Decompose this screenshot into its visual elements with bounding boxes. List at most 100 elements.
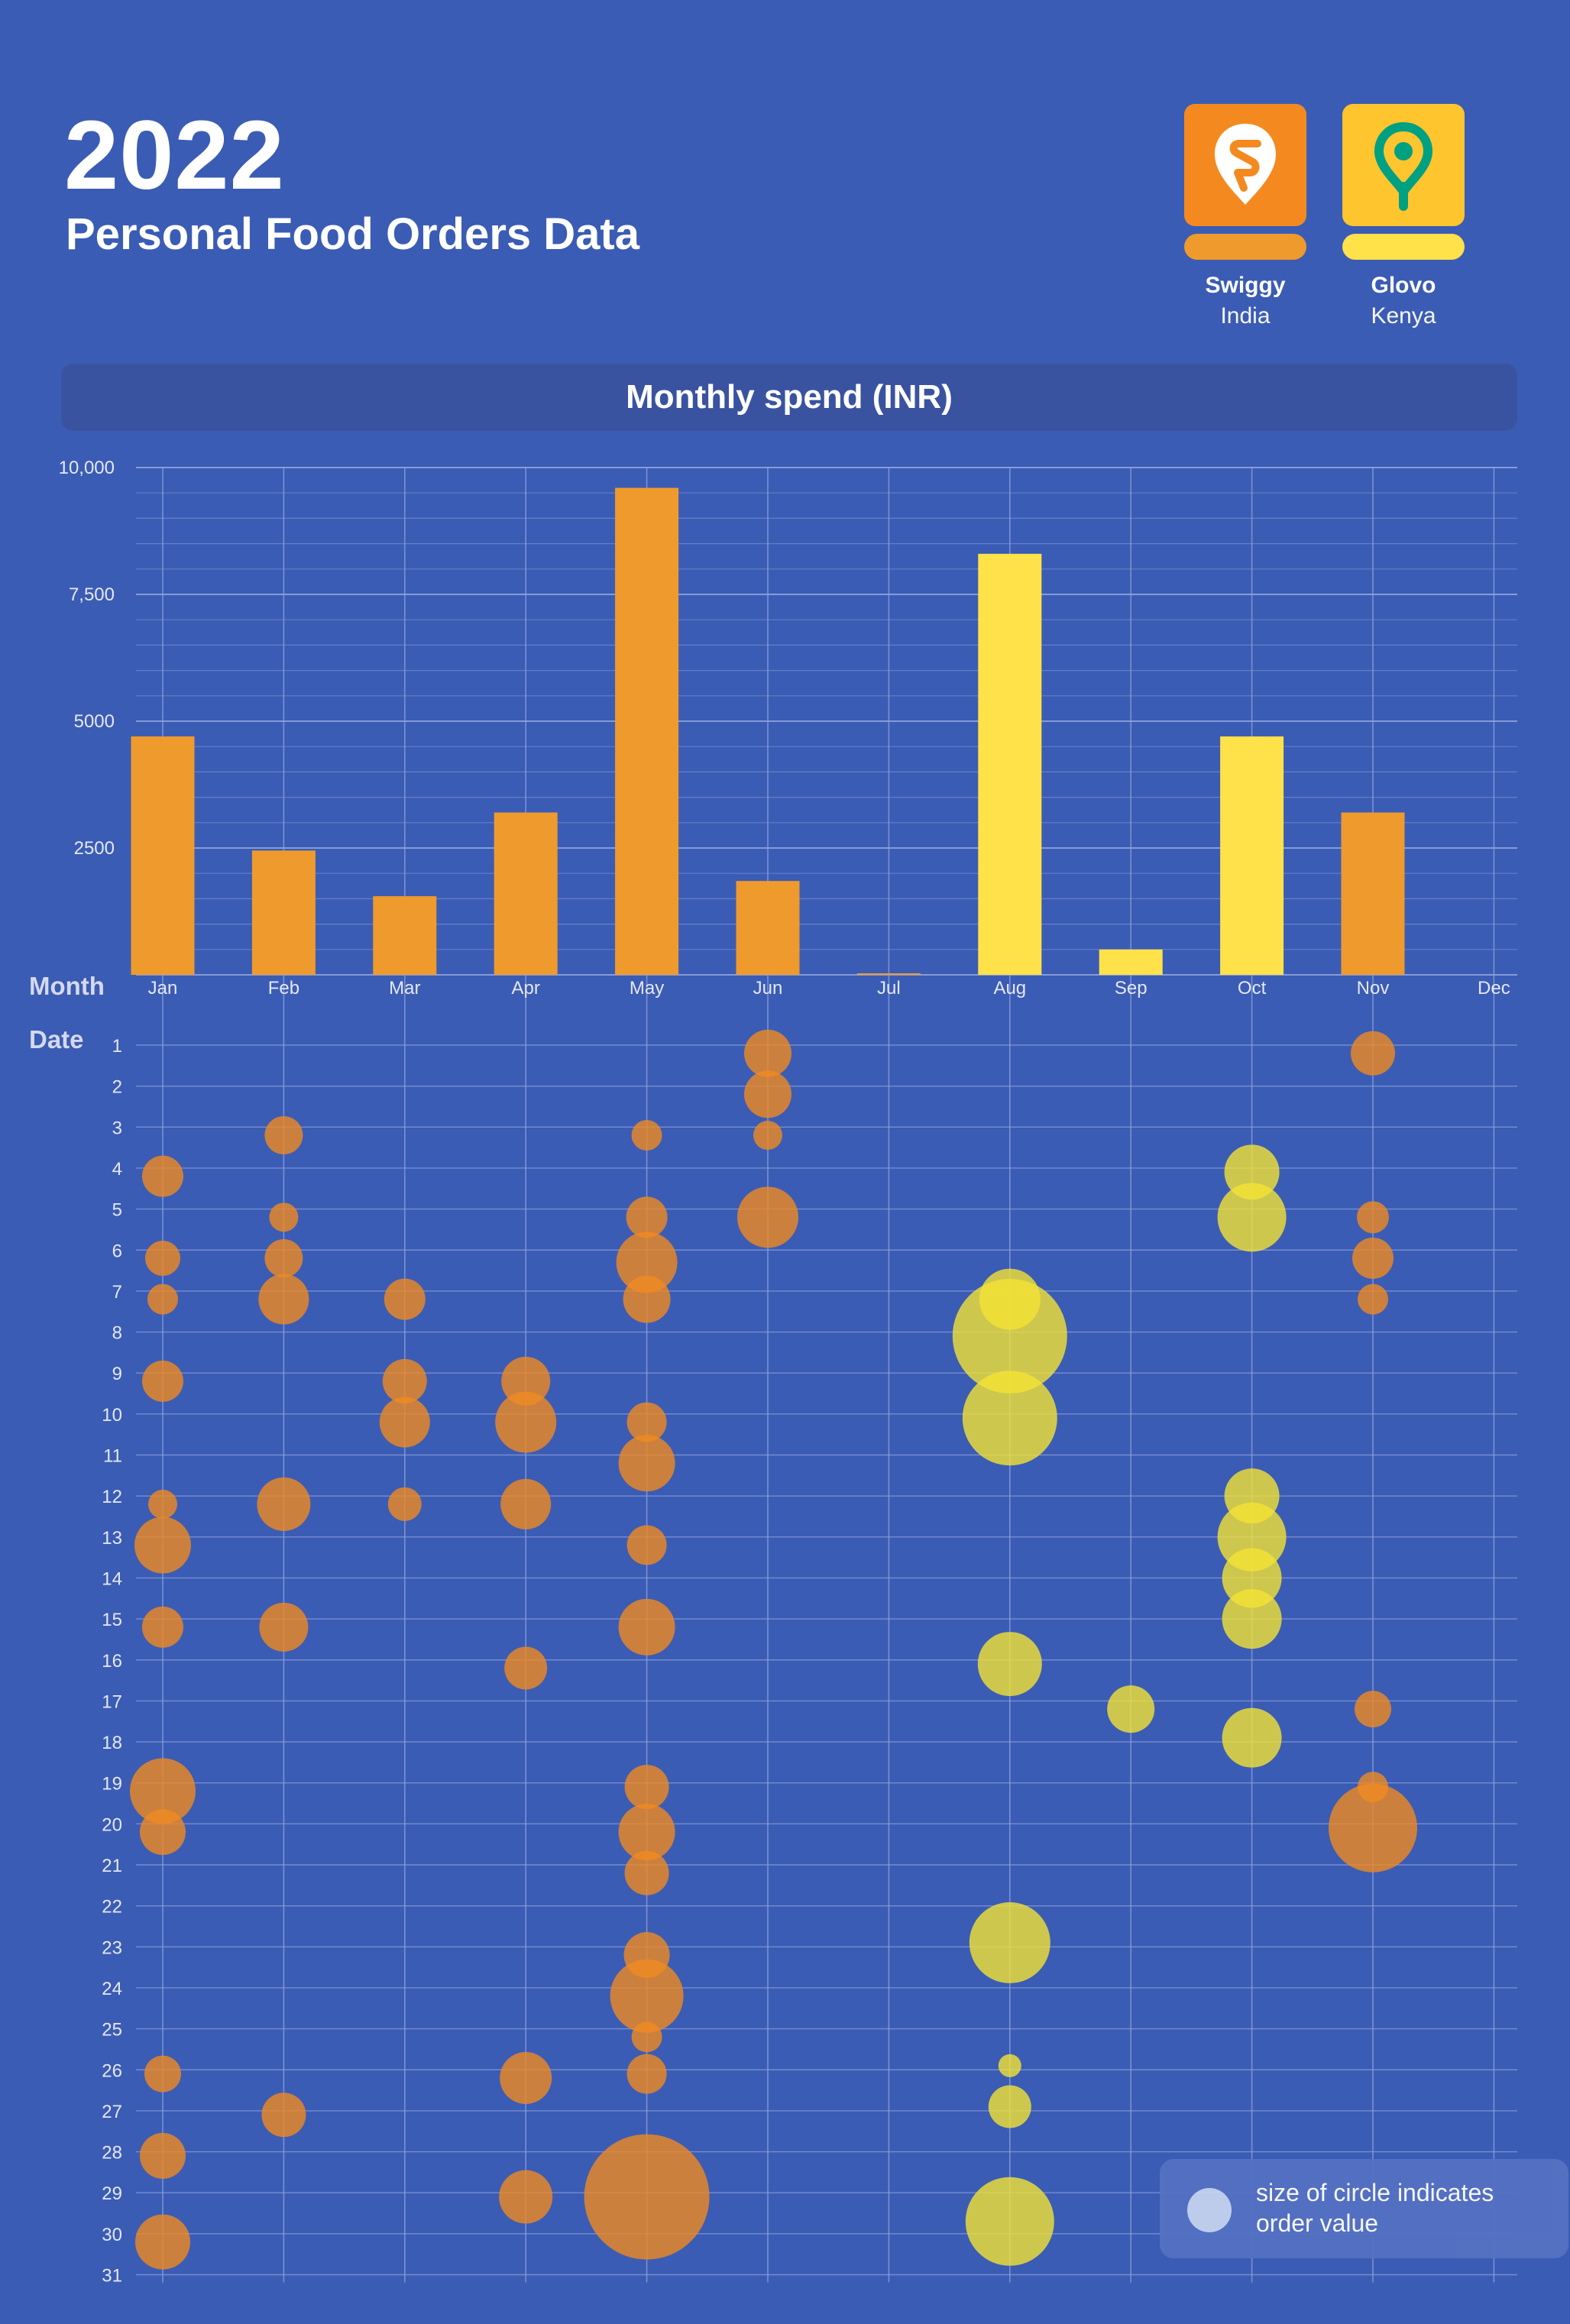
date-label: 16 [102, 1651, 122, 1672]
order-bubble [257, 1477, 311, 1531]
date-label: 28 [102, 2143, 122, 2164]
brand-country: Kenya [1371, 303, 1436, 329]
order-bubble [504, 1646, 548, 1690]
date-label: 15 [102, 1610, 122, 1630]
order-bubble [969, 1902, 1050, 1983]
order-bubble [744, 1070, 791, 1118]
date-label: 22 [102, 1897, 122, 1918]
page-subtitle: Personal Food Orders Data [66, 209, 639, 259]
order-bubble [130, 1758, 196, 1824]
order-bubble [618, 1804, 675, 1861]
date-label: 3 [112, 1118, 122, 1138]
order-bubble [753, 1121, 782, 1151]
date-axis-label: Date [29, 1025, 84, 1054]
order-bubble [145, 1240, 180, 1276]
bar-oct [1220, 736, 1284, 975]
date-label: 1 [112, 1036, 122, 1057]
date-label: 30 [102, 2225, 122, 2245]
order-bubble [147, 1283, 178, 1315]
date-label: 23 [102, 1937, 122, 1958]
month-axis-label: Month [29, 972, 105, 1000]
date-label: 2 [112, 1077, 122, 1098]
order-bubble [1329, 1783, 1417, 1872]
date-label: 21 [102, 1856, 122, 1876]
order-bubble [387, 1487, 422, 1521]
date-label: 18 [102, 1733, 122, 1753]
order-bubble [624, 1765, 669, 1810]
order-bubble [988, 2085, 1031, 2128]
order-bubble [259, 1602, 309, 1652]
y-tick-label: 7,500 [69, 584, 115, 605]
order-bubble [1217, 1183, 1287, 1252]
order-bubble [384, 1278, 426, 1320]
bar-apr [494, 812, 558, 975]
order-bubble [1222, 1707, 1282, 1768]
order-bubble [142, 1155, 183, 1197]
order-bubble [134, 1516, 191, 1574]
date-label: 31 [102, 2266, 122, 2287]
legend-text-line1: size of circle indicates [1256, 2179, 1494, 2206]
order-bubble [744, 1029, 791, 1077]
bar-sep [1099, 949, 1163, 975]
y-tick-label: 10,000 [59, 458, 115, 478]
month-label: Jul [877, 978, 901, 999]
order-bubble [626, 2054, 667, 2094]
order-bubble [626, 1525, 667, 1565]
date-label: 24 [102, 1979, 122, 1999]
order-bubble [269, 1202, 299, 1232]
date-label: 5 [112, 1200, 122, 1221]
order-bubble [140, 1809, 186, 1856]
bar-mar [373, 896, 437, 975]
y-tick-label: 5000 [74, 711, 115, 732]
order-bubble [618, 1435, 675, 1492]
order-bubble [379, 1397, 430, 1448]
order-bubble [1358, 1283, 1388, 1315]
glovo-color-swatch [1342, 234, 1465, 260]
order-bubble [501, 1356, 551, 1406]
date-label: 17 [102, 1691, 122, 1712]
order-bubble [1222, 1589, 1282, 1649]
order-bubble [499, 2170, 553, 2224]
order-bubble [140, 2132, 186, 2179]
order-bubble [965, 2177, 1054, 2266]
month-label: Jun [753, 978, 783, 999]
legend-text: size of circle indicates order value [1256, 2177, 1494, 2238]
order-bubble [610, 1959, 684, 2033]
date-label: 7 [112, 1282, 122, 1303]
brand-country: India [1220, 303, 1271, 329]
order-bubble [1351, 1031, 1395, 1076]
order-bubble [264, 1116, 303, 1155]
chart-title: Monthly spend (INR) [626, 378, 953, 416]
bar-aug [978, 553, 1042, 975]
date-label: 11 [103, 1446, 122, 1467]
order-bubble [623, 1275, 671, 1323]
month-label: Oct [1238, 978, 1267, 999]
order-bubble [1107, 1685, 1155, 1733]
date-label: 20 [102, 1814, 122, 1835]
order-bubble [500, 2051, 552, 2104]
brand-swiggy: Swiggy India [1184, 104, 1306, 330]
order-bubble [631, 2021, 662, 2053]
brand-name: Swiggy [1205, 273, 1286, 298]
order-bubble [737, 1186, 798, 1248]
order-bubble [142, 1606, 183, 1648]
order-bubble [135, 2214, 190, 2270]
date-label: 14 [102, 1568, 122, 1589]
legend-text-line2: order value [1256, 2209, 1379, 2237]
order-bubble [1222, 1548, 1282, 1608]
order-bubble [1357, 1201, 1389, 1234]
chart-title-banner: Monthly spend (INR) [61, 364, 1517, 431]
order-bubble [962, 1371, 1057, 1466]
month-label: Feb [268, 978, 299, 999]
order-bubble [618, 1598, 675, 1656]
swiggy-color-swatch [1184, 234, 1306, 260]
date-label: 25 [102, 2020, 122, 2041]
month-label: Nov [1357, 978, 1390, 999]
order-bubble [382, 1358, 427, 1403]
date-label: 29 [102, 2183, 122, 2204]
month-label: Mar [389, 978, 420, 999]
month-label: May [630, 978, 664, 999]
order-bubble [142, 1360, 183, 1402]
